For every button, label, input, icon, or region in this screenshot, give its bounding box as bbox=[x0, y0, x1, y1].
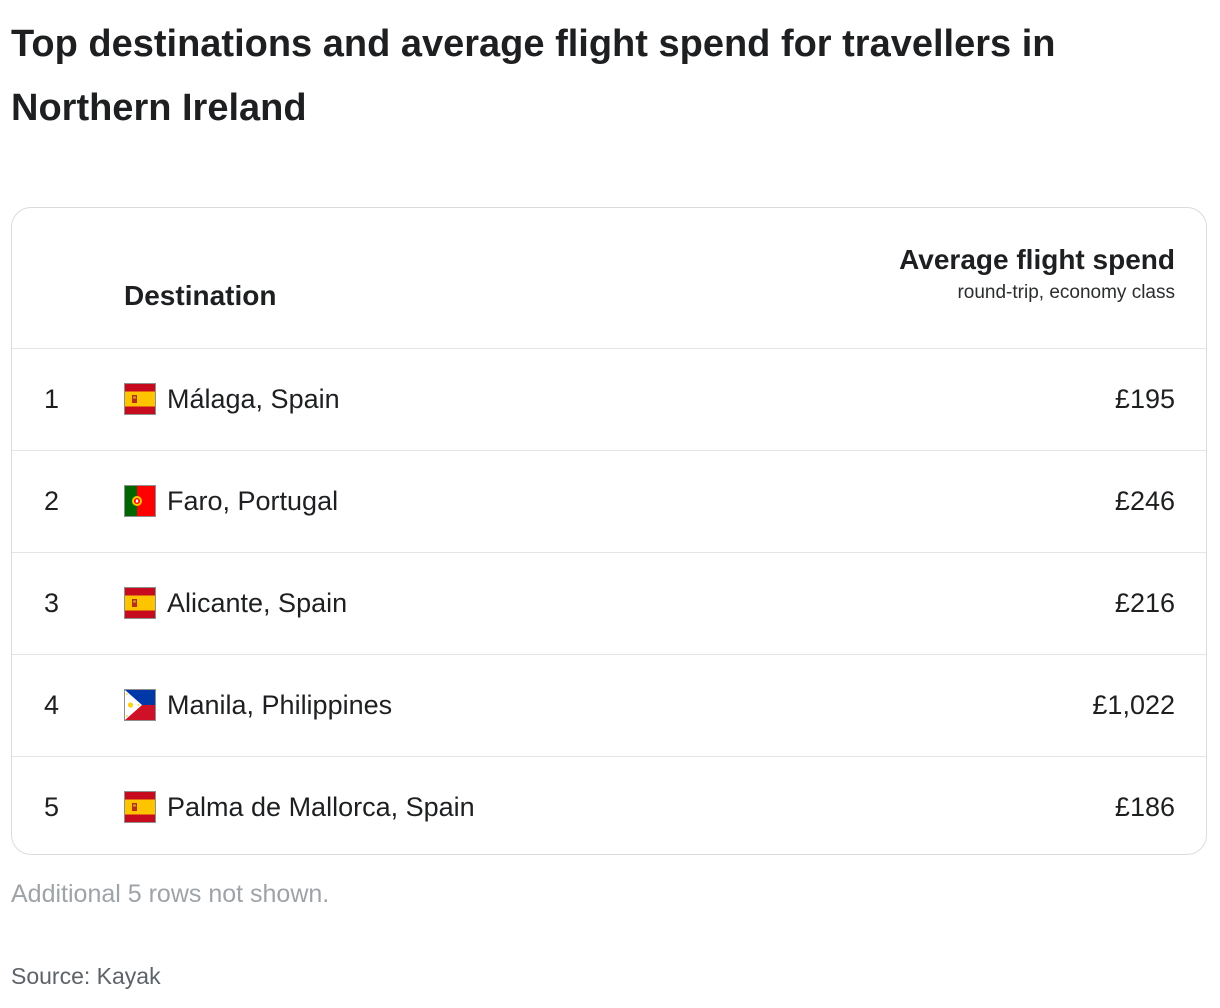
spain-flag-icon bbox=[124, 383, 156, 415]
table-row: 5 Palma de Mallorca, Spain £186 bbox=[12, 757, 1206, 854]
table-header: Destination Average flight spend round-t… bbox=[12, 208, 1206, 349]
destination-cell: Málaga, Spain bbox=[167, 384, 340, 414]
table-body: 1 Málaga, Spain £195 2 Faro, Portugal £246 3 Al… bbox=[12, 349, 1206, 854]
table-row: 2 Faro, Portugal £246 bbox=[12, 451, 1206, 553]
spain-flag-icon bbox=[124, 791, 156, 823]
spend-cell: £195 bbox=[1114, 384, 1175, 414]
destination-column-header: Destination bbox=[124, 280, 277, 311]
spend-header-subtitle: round-trip, economy class bbox=[957, 282, 1175, 303]
page-title: Top destinations and average flight spen… bbox=[11, 23, 1056, 129]
spend-header-title: Average flight spend bbox=[899, 244, 1175, 275]
spend-cell: £216 bbox=[1114, 588, 1175, 618]
rank-cell: 4 bbox=[44, 690, 60, 720]
spend-column-header: Average flight spend round-trip, economy… bbox=[899, 242, 1175, 308]
table-row: 4 Manila, Philippines £1,022 bbox=[12, 655, 1206, 757]
philippines-flag-icon bbox=[124, 689, 156, 721]
destination-cell: Manila, Philippines bbox=[167, 690, 393, 720]
portugal-flag-icon bbox=[124, 485, 156, 517]
rank-cell: 5 bbox=[44, 792, 60, 822]
destination-cell: Alicante, Spain bbox=[167, 588, 348, 618]
spend-cell: £1,022 bbox=[1092, 690, 1175, 720]
spend-cell: £186 bbox=[1114, 792, 1175, 822]
destination-cell: Faro, Portugal bbox=[167, 486, 339, 516]
spend-cell: £246 bbox=[1114, 486, 1175, 516]
rank-cell: 2 bbox=[44, 486, 60, 516]
rank-cell: 3 bbox=[44, 588, 60, 618]
rank-cell: 1 bbox=[44, 384, 60, 414]
rows-not-shown-note: Additional 5 rows not shown. bbox=[11, 880, 330, 908]
spain-flag-icon bbox=[124, 587, 156, 619]
destinations-table: Destination Average flight spend round-t… bbox=[11, 207, 1207, 855]
destination-cell: Palma de Mallorca, Spain bbox=[167, 792, 475, 822]
table-row: 1 Málaga, Spain £195 bbox=[12, 349, 1206, 451]
source-caption: Source: Kayak bbox=[11, 963, 161, 989]
table-row: 3 Alicante, Spain £216 bbox=[12, 553, 1206, 655]
